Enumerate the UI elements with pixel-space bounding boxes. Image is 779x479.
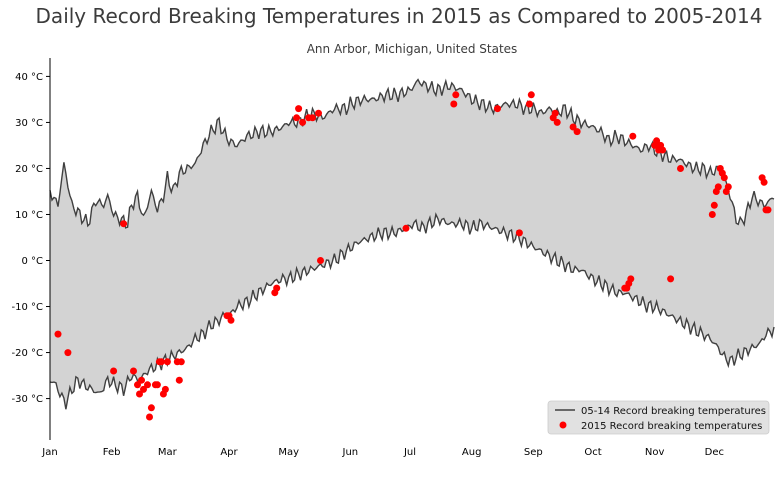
y-tick-label: -20 °C <box>12 348 44 359</box>
y-tick-label: -10 °C <box>12 302 44 313</box>
record-point-2015 <box>138 376 145 384</box>
record-point-2015 <box>659 146 667 154</box>
record-point-2015 <box>720 174 728 182</box>
record-point-2015 <box>515 229 523 237</box>
record-point-2015 <box>452 91 460 99</box>
y-tick-label: 30 °C <box>15 118 43 129</box>
x-tick-label: Mar <box>158 447 178 458</box>
record-point-2015 <box>293 114 301 122</box>
x-tick-label: Dec <box>705 447 724 458</box>
record-point-2015 <box>146 413 153 421</box>
record-point-2015 <box>227 316 235 324</box>
chart-title: Daily Record Breaking Temperatures in 20… <box>36 4 763 28</box>
record-points-2015 <box>54 91 772 421</box>
record-point-2015 <box>273 284 281 292</box>
record-point-2015 <box>653 137 661 145</box>
y-tick-label: 10 °C <box>15 210 43 221</box>
record-point-2015 <box>147 404 155 412</box>
y-tick-label: -30 °C <box>12 394 44 405</box>
record-point-2015 <box>629 132 637 140</box>
record-point-2015 <box>299 118 307 126</box>
record-point-2015 <box>54 330 62 338</box>
y-tick-label: 0 °C <box>21 256 43 267</box>
x-axis-ticks: Jan Feb Mar Apr May Jun Jul Aug Sep Oct Nov Dec <box>41 447 724 458</box>
y-axis-ticks: -30 °C -20 °C -10 °C 0 °C 10 °C 20 °C 30 °C 40 … <box>12 72 50 405</box>
x-tick-label: Jun <box>342 447 359 458</box>
x-tick-label: Jan <box>41 447 57 458</box>
record-point-2015 <box>724 183 732 191</box>
record-point-2015 <box>140 385 147 393</box>
record-point-2015 <box>295 105 303 113</box>
legend-point-swatch <box>559 421 567 429</box>
record-point-2015 <box>110 367 118 375</box>
legend-box <box>547 400 770 435</box>
x-tick-label: Apr <box>220 447 238 458</box>
record-point-2015 <box>144 381 151 389</box>
record-low-line <box>49 212 775 410</box>
record-point-2015 <box>136 390 143 398</box>
record-point-2015 <box>573 128 581 136</box>
record-point-2015 <box>760 178 768 186</box>
record-point-2015 <box>309 114 316 122</box>
band-fill <box>50 79 774 410</box>
record-point-2015 <box>527 91 535 99</box>
y-tick-label: 40 °C <box>15 72 43 83</box>
record-point-2015 <box>120 220 128 228</box>
record-point-2015 <box>710 201 718 209</box>
record-point-2015 <box>157 358 165 366</box>
legend-label-record-lines: 05-14 Record breaking temperatures <box>581 406 766 417</box>
record-point-2015 <box>317 257 324 264</box>
x-tick-label: Aug <box>462 447 482 458</box>
record-point-2015 <box>714 183 722 191</box>
record-point-2015 <box>569 123 577 131</box>
y-tick-label: 20 °C <box>15 164 43 175</box>
record-point-2015 <box>667 275 675 283</box>
record-point-2015 <box>64 349 72 357</box>
x-tick-label: Jul <box>403 447 416 458</box>
record-point-2015 <box>175 376 183 384</box>
record-point-2015 <box>764 206 772 214</box>
record-point-2015 <box>627 275 635 283</box>
record-point-2015 <box>708 211 716 218</box>
record-point-2015 <box>130 367 137 375</box>
record-point-2015 <box>134 381 141 389</box>
x-tick-label: Nov <box>645 447 665 458</box>
legend-label-record-points: 2015 Record breaking temperatures <box>581 421 762 432</box>
record-point-2015 <box>525 100 533 108</box>
x-tick-label: May <box>278 447 299 458</box>
record-point-2015 <box>315 109 322 117</box>
record-point-2015 <box>494 105 501 113</box>
x-tick-label: Oct <box>584 447 601 458</box>
record-point-2015 <box>153 381 161 389</box>
record-point-2015 <box>402 224 410 232</box>
x-tick-label: Sep <box>524 447 543 458</box>
record-point-2015 <box>163 358 171 366</box>
legend: 05-14 Record breaking temperatures 2015 … <box>547 400 770 435</box>
record-point-2015 <box>161 385 169 393</box>
record-point-2015 <box>551 109 559 117</box>
record-point-2015 <box>677 165 684 172</box>
x-tick-label: Feb <box>103 447 121 458</box>
record-band <box>50 79 774 410</box>
record-point-2015 <box>177 358 185 366</box>
record-point-2015 <box>450 100 458 108</box>
record-point-2015 <box>553 118 561 126</box>
chart-subtitle: Ann Arbor, Michigan, United States <box>307 42 518 56</box>
